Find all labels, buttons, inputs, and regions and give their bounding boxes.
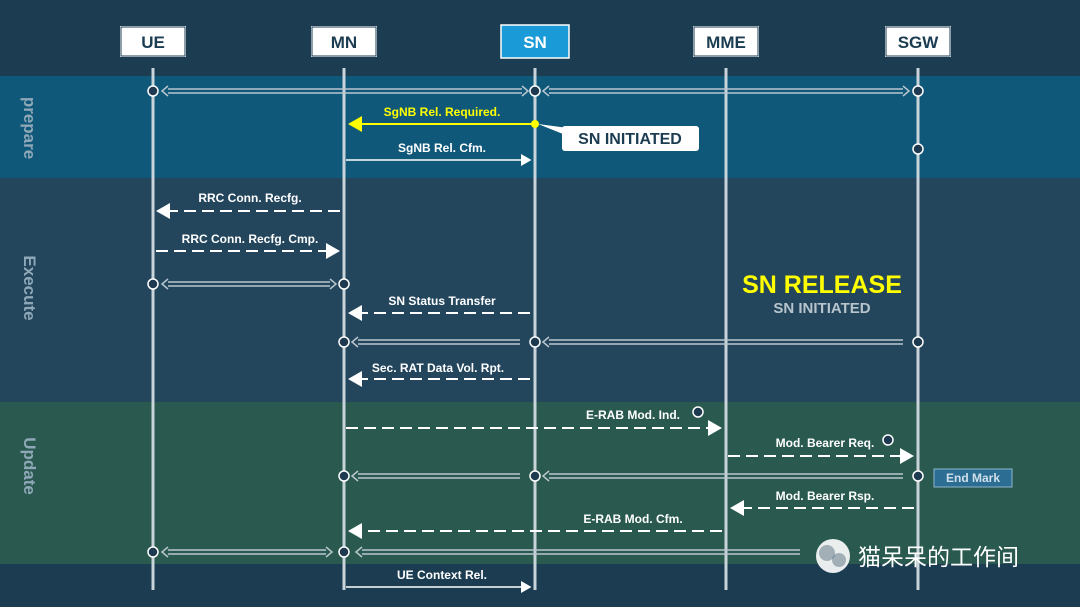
entity-mme: MME <box>691 24 761 59</box>
data-path-sgw-mn-update <box>350 470 903 482</box>
message-sn-status-transfer: SN Status Transfer <box>348 294 530 321</box>
data-path-sn-sgw-top <box>541 85 911 97</box>
message-label-sgnb-rel-cfm: SgNB Rel. Cfm. <box>398 141 486 155</box>
callout-label: SN INITIATED <box>578 131 682 148</box>
entity-sgw: SGW <box>883 24 953 59</box>
message-label-e-rab-mod-ind: E-RAB Mod. Ind. <box>586 408 680 422</box>
message-label-sgnb-rel-required: SgNB Rel. Required. <box>384 105 501 119</box>
entity-label-mme: MME <box>706 33 746 52</box>
data-path-bottom <box>160 546 800 558</box>
watermark-label: 猫呆呆的工作间 <box>858 545 1019 571</box>
message-label-mod-bearer-req: Mod. Bearer Req. <box>776 436 875 450</box>
end-mark-tag: End Mark <box>933 468 1013 488</box>
entity-label-ue: UE <box>141 33 165 52</box>
message-label-rrc-conn-recfg-cmp: RRC Conn. Recfg. Cmp. <box>182 232 319 246</box>
entity-mn: MN <box>309 24 379 59</box>
phase-band-update <box>0 402 1080 564</box>
watermark: 猫呆呆的工作间 <box>816 539 1019 573</box>
message-e-rab-mod-cfm: E-RAB Mod. Cfm. <box>348 512 722 539</box>
wechat-icon <box>816 539 850 573</box>
message-label-rrc-conn-recfg: RRC Conn. Recfg. <box>198 191 301 205</box>
message-ue-context-rel: UE Context Rel. <box>346 568 532 593</box>
phase-label-prepare: prepare <box>20 97 39 159</box>
data-path-ue-mn-execute <box>160 278 338 290</box>
message-mod-bearer-req: Mod. Bearer Req. <box>728 436 914 464</box>
message-label-mod-bearer-rsp: Mod. Bearer Rsp. <box>776 489 875 503</box>
entity-sn: SN <box>500 24 570 59</box>
entity-label-sn: SN <box>523 33 547 52</box>
headline-title: SN RELEASE <box>742 271 902 299</box>
headline-subtitle: SN INITIATED <box>773 300 870 317</box>
message-rrc-conn-recfg-cmp: RRC Conn. Recfg. Cmp. <box>156 232 340 259</box>
lifeline-dots <box>147 85 924 558</box>
end-mark-label: End Mark <box>946 471 1000 485</box>
footer-band <box>0 564 1080 607</box>
entity-label-sgw: SGW <box>898 33 940 52</box>
callout-sn-initiated: SN INITIATED <box>538 124 699 151</box>
entity-ue: UE <box>118 24 188 59</box>
message-mod-bearer-rsp: Mod. Bearer Rsp. <box>730 489 914 516</box>
message-label-e-rab-mod-cfm: E-RAB Mod. Cfm. <box>583 512 682 526</box>
message-e-rab-mod-ind: E-RAB Mod. Ind. <box>346 408 722 436</box>
message-label-sec-rat-data-vol-rpt: Sec. RAT Data Vol. Rpt. <box>372 361 504 375</box>
data-path-sgw-mn-execute <box>350 336 903 348</box>
message-sgnb-rel-cfm: SgNB Rel. Cfm. <box>346 141 532 166</box>
entity-label-mn: MN <box>331 33 357 52</box>
message-label-sn-status-transfer: SN Status Transfer <box>388 294 496 308</box>
message-sgnb-rel-required: SgNB Rel. Required. <box>348 105 539 132</box>
message-rrc-conn-recfg: RRC Conn. Recfg. <box>156 191 340 219</box>
phase-label-execute: Execute <box>20 255 39 320</box>
phase-label-update: Update <box>20 437 39 495</box>
phase-band-execute <box>0 178 1080 402</box>
message-sec-rat-data-vol-rpt: Sec. RAT Data Vol. Rpt. <box>348 361 530 387</box>
data-path-ue-sn-top <box>160 85 530 97</box>
message-label-ue-context-rel: UE Context Rel. <box>397 568 487 582</box>
